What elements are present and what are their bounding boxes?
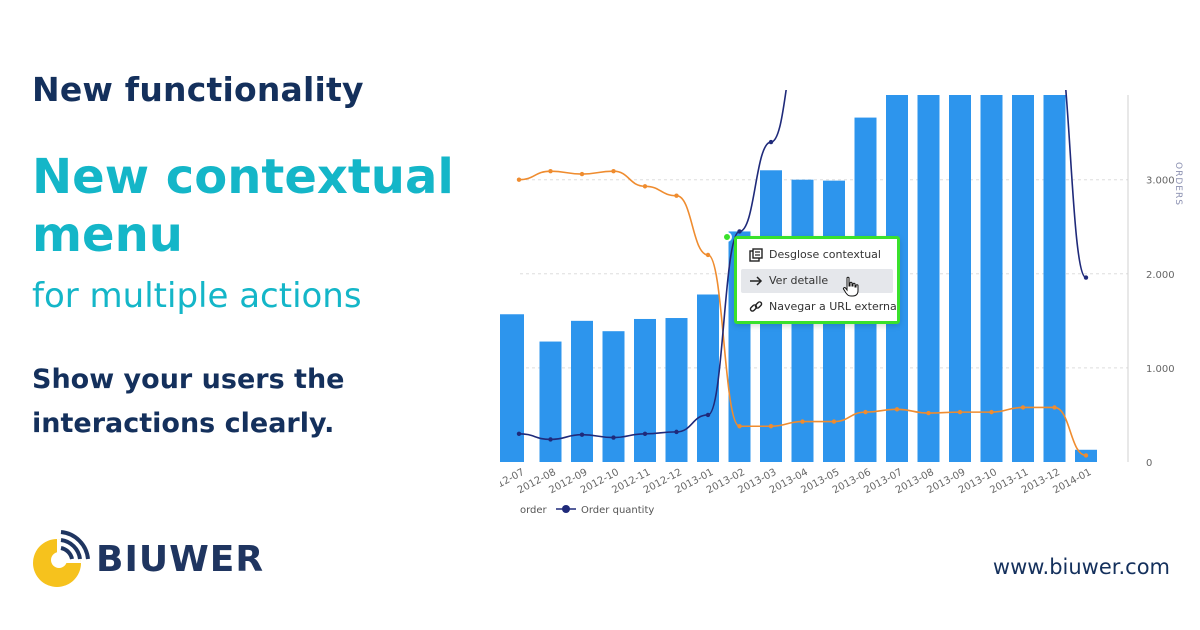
bar [949,95,971,462]
series-point [737,424,742,429]
series-point [863,409,868,415]
menu-item-label: Ver detalle [769,274,829,287]
bar [602,331,625,462]
legend-label: order [520,505,548,516]
website-link[interactable]: www.biuwer.com [992,555,1170,579]
hero-panel: New functionality New contextual menu fo… [32,0,502,630]
headline: New contextual menu [32,149,454,263]
y-tick-label: 0 [1146,458,1152,469]
series-point [674,429,679,435]
menu-item-label: Desglose contextual [769,248,881,261]
y-axis-title: ORDERS [1173,162,1183,206]
series-point [674,193,679,198]
series-point [1020,405,1026,410]
bar [500,314,524,462]
link-icon [749,301,763,312]
series-point [1052,405,1057,410]
menu-item-external-url[interactable]: Navegar a URL externa [741,295,897,319]
bar [539,341,562,462]
series-point [516,431,522,436]
y-tick-label: 2.000 [1146,270,1175,281]
bar [1043,95,1066,462]
series-point [579,171,585,177]
biuwer-logo: BIUWER [30,527,263,591]
series-point [831,419,837,424]
biuwer-logo-mark-icon [33,530,90,587]
legend-swatch-marker [562,505,570,513]
breakdown-icon [749,248,763,262]
y-tick-label: 3.000 [1146,176,1175,187]
series-point [800,419,805,424]
series-point [548,437,553,442]
hand-cursor-icon [842,276,859,297]
series-point [611,435,616,440]
series-point [957,409,963,415]
series-point [894,407,900,412]
series-point [516,177,522,182]
bar [917,95,940,462]
bar [665,318,688,462]
description: Show your users the interactions clearly… [32,364,345,439]
menu-item-breakdown[interactable]: Desglose contextual [741,243,893,267]
series-point [705,412,711,418]
subheadline: for multiple actions [32,276,362,316]
bar [634,318,656,462]
series-point [642,431,648,436]
series-point [768,139,774,145]
y-tick-label: 1.000 [1146,364,1175,375]
bar [980,95,1003,462]
arrow-right-icon [750,276,763,286]
series-point [737,229,742,234]
series-point [611,169,616,174]
series-point [926,410,931,416]
series-point [989,409,994,415]
menu-anchor-dot [722,232,732,242]
series-point [705,252,711,258]
series-point [1083,453,1089,458]
kicker-title: New functionality [32,70,364,109]
brand-name: BIUWER [96,539,265,580]
series-point [1083,275,1089,280]
series-point [642,184,648,189]
menu-item-label: Navegar a URL externa [769,300,897,313]
series-point [548,169,553,174]
context-menu: Desglose contextual Ver detalle Navegar … [734,236,900,324]
series-point [768,424,774,429]
series-point [579,432,585,437]
bar [571,320,593,462]
menu-item-view-detail[interactable]: Ver detalle [741,269,893,293]
bar [697,294,719,462]
bar [1012,95,1034,462]
legend-label: Order quantity [581,505,654,516]
series-line [518,90,1087,441]
